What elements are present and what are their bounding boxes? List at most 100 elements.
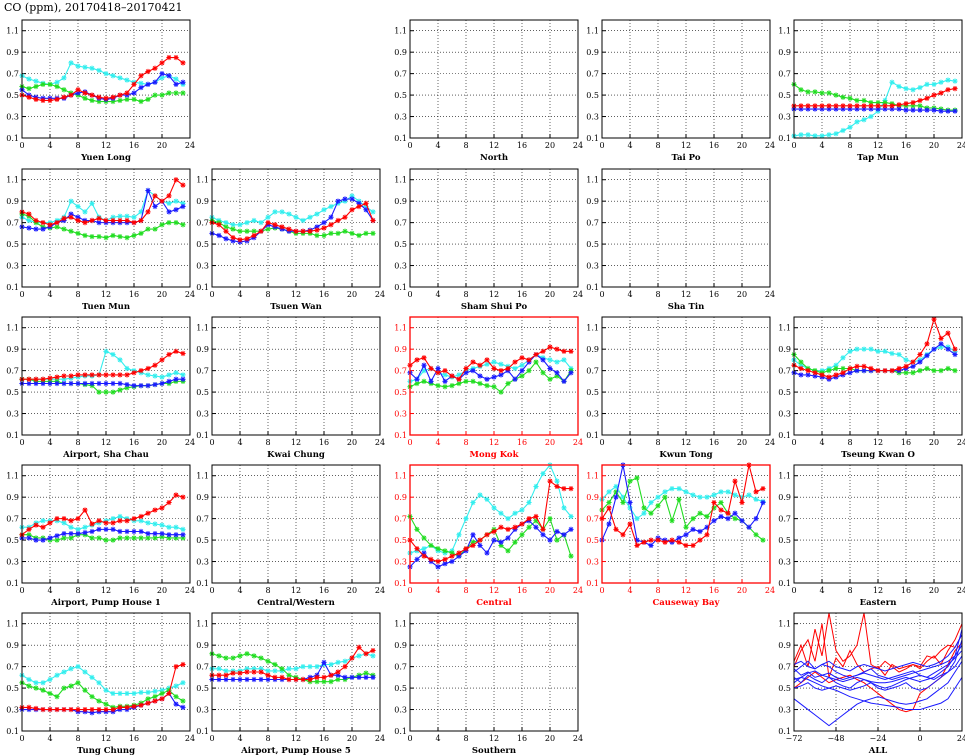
y-tick-label: 1.1	[586, 324, 599, 333]
x-tick-label: 24	[957, 734, 965, 743]
data-point	[173, 76, 179, 82]
data-point	[725, 516, 731, 522]
y-tick-label: 0.9	[6, 197, 19, 206]
data-point	[924, 95, 930, 101]
data-point	[505, 516, 511, 522]
data-point	[690, 492, 696, 498]
data-point	[251, 666, 257, 672]
data-point	[103, 701, 109, 707]
data-point	[61, 685, 67, 691]
plot-frame	[601, 464, 771, 584]
data-point	[655, 537, 661, 543]
x-tick-label: 12	[681, 290, 691, 299]
data-point	[819, 106, 825, 112]
panel-title: Yuen Long	[80, 153, 131, 163]
data-point	[561, 532, 567, 538]
x-tick-label: 0	[407, 290, 412, 299]
data-point	[124, 381, 130, 388]
x-tick-label: 12	[489, 734, 499, 743]
data-point	[760, 486, 766, 492]
x-tick-label: 8	[655, 290, 660, 299]
data-point	[896, 365, 902, 372]
y-tick-label: 0.1	[6, 579, 19, 588]
data-point	[363, 651, 369, 657]
data-point	[145, 696, 151, 702]
data-point	[547, 537, 553, 543]
data-point	[244, 676, 250, 683]
x-tick-label: 16	[517, 290, 527, 299]
x-tick-label: 4	[435, 586, 440, 595]
data-point	[606, 521, 612, 527]
data-point	[61, 215, 67, 221]
data-point	[540, 470, 546, 477]
y-tick-label: 0.5	[586, 536, 599, 545]
data-point	[328, 230, 334, 236]
data-point	[68, 214, 74, 220]
data-point	[697, 510, 703, 516]
data-point	[68, 198, 74, 204]
data-point	[847, 95, 853, 101]
data-point	[442, 561, 448, 567]
y-tick-label: 0.7	[6, 219, 19, 228]
panel-airport-sha-chau: 0 4 8 12 16 20 24 0.1 0.3 0.5 0.7 0.9 1.1 Airport, Sh…	[6, 316, 195, 460]
series-red	[791, 316, 958, 380]
data-point	[26, 76, 32, 82]
data-point	[82, 529, 88, 536]
data-point	[328, 679, 334, 685]
data-point	[704, 494, 710, 500]
data-point	[491, 374, 497, 380]
data-point	[704, 532, 710, 538]
data-point	[173, 694, 179, 700]
y-tick-label: 1.1	[394, 176, 407, 185]
data-point	[138, 230, 144, 236]
data-point	[40, 680, 46, 686]
y-tick-label: 0.7	[394, 70, 407, 79]
x-tick-label: 0	[407, 438, 412, 447]
data-point	[68, 60, 74, 66]
x-tick-label: 8	[847, 586, 852, 595]
data-point	[505, 548, 511, 554]
data-point	[854, 368, 860, 374]
data-point	[456, 532, 462, 538]
data-point	[798, 372, 804, 378]
y-tick-label: 1.1	[394, 620, 407, 629]
data-point	[470, 378, 476, 384]
data-point	[812, 106, 818, 112]
data-point	[138, 73, 144, 79]
y-tick-label: 0.1	[586, 283, 599, 292]
data-point	[910, 370, 916, 376]
x-tick-label: 8	[75, 586, 80, 595]
data-point	[484, 376, 490, 382]
data-point	[470, 499, 476, 506]
panel-causeway-bay: 0 4 8 12 16 20 24 0.1 0.3 0.5 0.7 0.9 1.1 Causeway Ba…	[586, 462, 775, 608]
data-point	[910, 359, 916, 365]
data-point	[868, 103, 874, 109]
data-point	[251, 669, 257, 675]
x-tick-label: 0	[19, 586, 24, 595]
data-point	[903, 370, 909, 376]
data-point	[145, 372, 151, 378]
y-tick-label: 1.1	[196, 620, 209, 629]
data-point	[945, 330, 951, 336]
data-point	[26, 683, 32, 689]
data-point	[449, 550, 455, 556]
data-point	[82, 90, 88, 96]
data-point	[328, 222, 334, 228]
data-point	[442, 548, 448, 554]
y-tick-label: 0.7	[394, 219, 407, 228]
data-point	[138, 535, 144, 541]
data-point	[903, 101, 909, 107]
data-point	[554, 478, 560, 484]
data-point	[103, 348, 109, 354]
data-point	[96, 67, 102, 74]
data-point	[349, 193, 355, 199]
data-point	[945, 77, 951, 83]
series-line	[794, 88, 956, 107]
data-point	[173, 348, 179, 354]
data-point	[47, 380, 53, 387]
y-tick-label: 0.3	[778, 113, 791, 122]
data-point	[335, 230, 341, 236]
data-point	[265, 672, 271, 678]
x-tick-label: 8	[463, 141, 468, 150]
y-tick-label: 0.7	[6, 515, 19, 524]
